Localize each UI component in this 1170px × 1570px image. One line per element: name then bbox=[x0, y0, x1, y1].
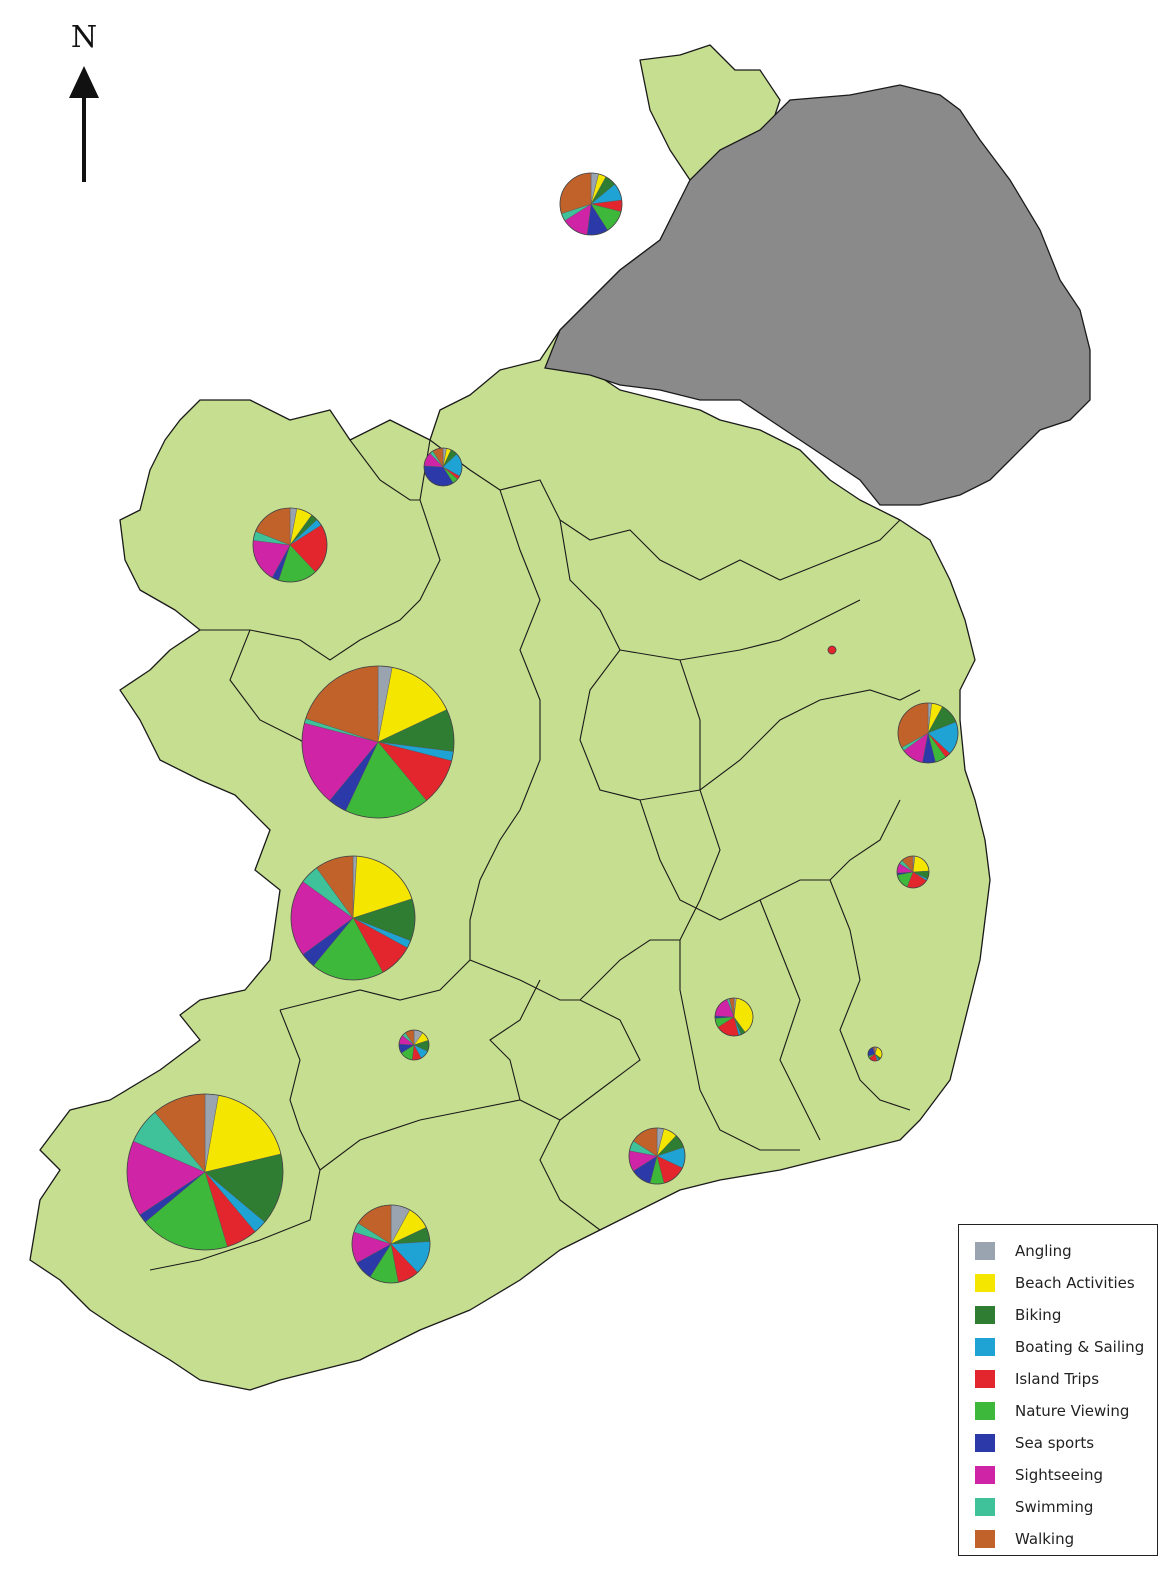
pie-outline bbox=[398, 1029, 430, 1061]
pie-chart bbox=[827, 645, 837, 655]
legend-swatch bbox=[975, 1530, 995, 1548]
pie-chart bbox=[126, 1093, 284, 1251]
legend-item: Nature Viewing bbox=[975, 1399, 1129, 1423]
legend-item: Swimming bbox=[975, 1495, 1093, 1519]
legend-swatch bbox=[975, 1338, 995, 1356]
legend-swatch bbox=[975, 1370, 995, 1388]
pie-outline bbox=[252, 507, 328, 583]
legend-item: Island Trips bbox=[975, 1367, 1099, 1391]
legend-label: Sightseeing bbox=[1015, 1466, 1104, 1484]
pie-outline bbox=[423, 447, 463, 487]
pie-outline bbox=[897, 702, 959, 764]
legend-label: Sea sports bbox=[1015, 1434, 1095, 1452]
legend-label: Swimming bbox=[1015, 1498, 1094, 1516]
pie-outline bbox=[714, 997, 754, 1037]
pie-chart bbox=[867, 1046, 883, 1062]
legend-label: Walking bbox=[1015, 1530, 1075, 1548]
legend-swatch bbox=[975, 1466, 995, 1484]
legend-swatch bbox=[975, 1434, 995, 1452]
north-arrow-icon bbox=[69, 66, 99, 182]
legend-item: Angling bbox=[975, 1239, 1072, 1263]
legend-label: Boating & Sailing bbox=[1015, 1338, 1145, 1356]
pie-chart bbox=[714, 997, 754, 1037]
pie-chart bbox=[398, 1029, 430, 1061]
legend-item: Beach Activities bbox=[975, 1271, 1135, 1295]
pie-chart bbox=[628, 1127, 686, 1185]
pie-outline bbox=[559, 172, 623, 236]
pie-outline bbox=[827, 645, 837, 655]
pie-chart-layer bbox=[126, 172, 959, 1284]
pie-chart bbox=[252, 507, 328, 583]
legend-item: Walking bbox=[975, 1527, 1074, 1551]
pie-outline bbox=[351, 1204, 431, 1284]
pie-outline bbox=[896, 855, 930, 889]
pie-chart bbox=[351, 1204, 431, 1284]
pie-outline bbox=[290, 855, 416, 981]
legend-swatch bbox=[975, 1498, 995, 1516]
pie-chart bbox=[559, 172, 623, 236]
legend-item: Sea sports bbox=[975, 1431, 1094, 1455]
pie-outline bbox=[628, 1127, 686, 1185]
legend-swatch bbox=[975, 1274, 995, 1292]
pie-chart bbox=[301, 665, 455, 819]
pie-outline bbox=[126, 1093, 284, 1251]
north-label: N bbox=[70, 20, 98, 55]
pie-outline bbox=[867, 1046, 883, 1062]
legend-label: Island Trips bbox=[1015, 1370, 1100, 1388]
pie-chart bbox=[290, 855, 416, 981]
county-borders bbox=[149, 439, 921, 1271]
legend-item: Boating & Sailing bbox=[975, 1335, 1144, 1359]
pie-chart bbox=[896, 855, 930, 889]
legend: Angling Beach Activities Biking Boating & S… bbox=[958, 1224, 1158, 1556]
ireland-landmass bbox=[29, 44, 991, 1391]
legend-item: Sightseeing bbox=[975, 1463, 1103, 1487]
legend-label: Beach Activities bbox=[1015, 1274, 1135, 1292]
pie-outline bbox=[301, 665, 455, 819]
legend-swatch bbox=[975, 1242, 995, 1260]
legend-label: Biking bbox=[1015, 1306, 1062, 1324]
legend-label: Angling bbox=[1015, 1242, 1072, 1260]
legend-swatch bbox=[975, 1402, 995, 1420]
legend-item: Biking bbox=[975, 1303, 1061, 1327]
pie-chart bbox=[897, 702, 959, 764]
pie-chart bbox=[423, 447, 463, 487]
legend-label: Nature Viewing bbox=[1015, 1402, 1130, 1420]
legend-swatch bbox=[975, 1306, 995, 1324]
northern-ireland-region bbox=[544, 84, 1091, 506]
